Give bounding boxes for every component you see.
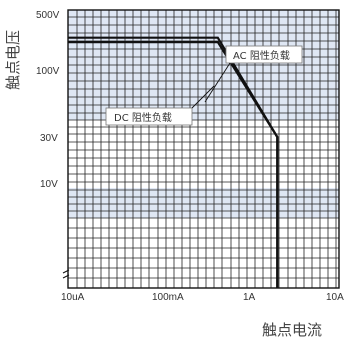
ac-leader-line [204,62,231,103]
dc-label-group: DC 阻性负载 [105,85,215,126]
x-axis-title: 触点电流 [262,321,322,339]
y-axis-title: 触点电压 [4,30,22,90]
y-tick-label-100v: 100V [36,66,60,77]
y-tick-label-30v: 30V [40,133,58,144]
dc-resistive-load-curve [68,40,279,288]
x-tick-label-1a: 1A [243,292,256,303]
x-tick-label-100ma: 100mA [152,292,184,303]
ac-label-group: AC 阻性负载 [204,45,303,103]
dc-label-box [105,107,193,126]
x-tick-label-10a: 10A [326,292,344,303]
plot-frame [67,9,340,289]
ac-label-box [225,45,303,64]
lower-shaded-band [68,188,339,218]
ac-label: AC 阻性负载 [233,49,290,62]
grid [68,10,339,288]
y-tick-label-500v: 500V [36,10,60,21]
y-tick-label-10v: 10V [40,179,58,190]
y-axis-ticks: 500V 100V 30V 10V [36,10,60,190]
dc-label: DC 阻性负载 [114,111,172,124]
x-axis-ticks: 10uA 100mA 1A 10A [61,292,344,303]
x-tick-label-10ua: 10uA [61,292,85,303]
curves [68,36,279,288]
dc-leader-line [191,85,215,109]
axis-break-mark [62,269,70,279]
